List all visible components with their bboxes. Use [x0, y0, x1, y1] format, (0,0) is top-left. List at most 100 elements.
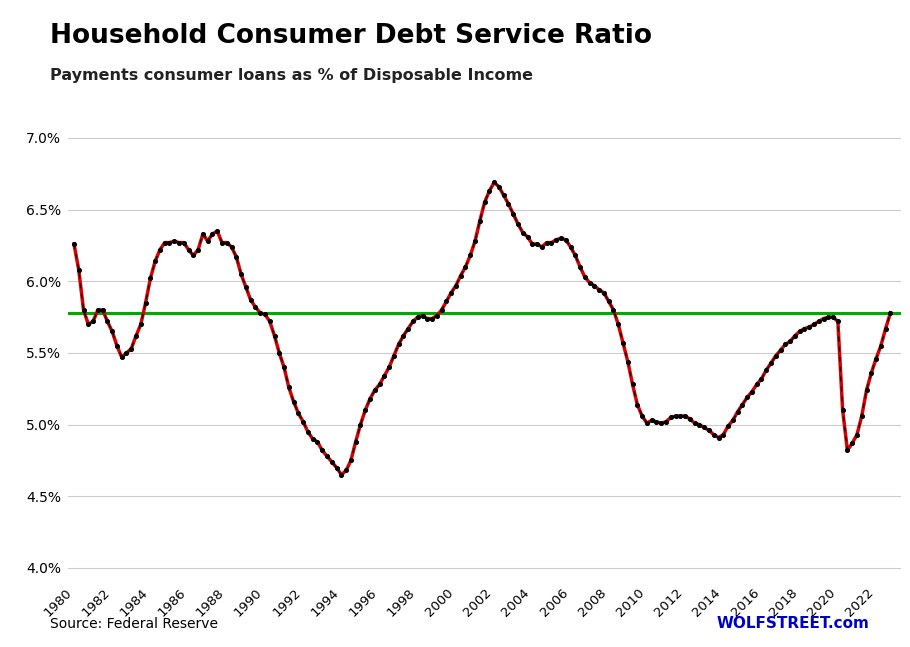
Point [793, 326, 807, 336]
Point [778, 339, 793, 349]
Point [597, 287, 612, 298]
Point [410, 312, 425, 322]
Point [291, 408, 306, 419]
Point [396, 331, 410, 341]
Point [582, 278, 597, 288]
Point [883, 308, 897, 318]
Point [630, 399, 644, 410]
Point [129, 331, 144, 341]
Point [344, 455, 359, 466]
Point [515, 227, 530, 237]
Point [825, 312, 840, 322]
Point [258, 309, 272, 320]
Point [434, 305, 449, 315]
Text: Payments consumer loans as % of Disposable Income: Payments consumer loans as % of Disposab… [50, 68, 533, 83]
Point [874, 340, 888, 351]
Point [783, 336, 797, 347]
Point [444, 287, 459, 298]
Point [415, 311, 430, 321]
Point [716, 430, 731, 440]
Point [563, 242, 578, 252]
Point [281, 382, 296, 393]
Point [673, 411, 688, 421]
Point [296, 417, 310, 427]
Point [300, 426, 315, 437]
Point [759, 365, 774, 375]
Point [864, 368, 878, 378]
Point [659, 417, 673, 427]
Point [105, 326, 119, 336]
Point [425, 313, 440, 324]
Point [200, 236, 215, 247]
Point [602, 296, 616, 307]
Point [153, 245, 167, 255]
Point [210, 226, 225, 236]
Point [840, 445, 854, 455]
Point [712, 432, 726, 443]
Text: WOLFSTREET.com: WOLFSTREET.com [716, 616, 869, 631]
Point [525, 239, 540, 249]
Point [449, 280, 463, 291]
Point [119, 348, 134, 358]
Point [807, 319, 822, 329]
Point [86, 316, 100, 327]
Point [134, 319, 148, 329]
Point [635, 411, 650, 421]
Point [668, 411, 682, 421]
Point [81, 319, 96, 329]
Point [487, 177, 501, 188]
Point [816, 313, 831, 324]
Point [219, 237, 234, 248]
Point [744, 386, 759, 397]
Point [430, 311, 444, 321]
Text: Household Consumer Debt Service Ratio: Household Consumer Debt Service Ratio [50, 23, 652, 49]
Point [353, 419, 368, 430]
Point [238, 282, 253, 292]
Point [511, 219, 525, 229]
Point [463, 250, 478, 261]
Point [468, 236, 482, 247]
Point [268, 331, 282, 341]
Point [382, 362, 397, 373]
Point [358, 405, 372, 415]
Point [735, 399, 750, 410]
Point [162, 237, 177, 248]
Point [821, 312, 835, 322]
Point [544, 237, 559, 248]
Point [191, 245, 206, 255]
Point [472, 216, 487, 226]
Point [553, 233, 568, 243]
Point [196, 229, 210, 239]
Point [234, 269, 248, 280]
Point [215, 237, 229, 248]
Point [440, 296, 454, 307]
Point [625, 379, 640, 389]
Point [568, 250, 582, 261]
Point [572, 262, 587, 272]
Point [587, 280, 602, 291]
Point [611, 319, 625, 329]
Point [147, 256, 162, 267]
Point [224, 242, 238, 252]
Point [788, 331, 803, 341]
Point [387, 351, 401, 361]
Point [640, 418, 654, 428]
Point [143, 273, 157, 283]
Point [138, 298, 153, 308]
Point [693, 419, 707, 430]
Point [506, 209, 521, 219]
Point [167, 236, 181, 247]
Point [797, 324, 812, 334]
Point [172, 237, 187, 248]
Point [229, 252, 244, 262]
Point [750, 379, 764, 389]
Point [372, 379, 387, 389]
Point [621, 356, 635, 367]
Point [391, 339, 406, 349]
Point [854, 411, 869, 421]
Point [401, 324, 416, 334]
Point [186, 250, 200, 261]
Point [334, 470, 349, 480]
Point [521, 232, 535, 242]
Point [243, 295, 258, 305]
